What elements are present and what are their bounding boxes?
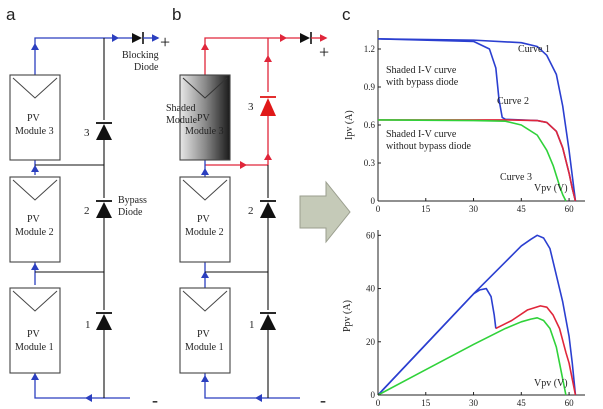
pv-xtick-label-1: 15 [421,398,431,408]
iv-xtick-label-2: 30 [469,204,479,214]
panel-a: a + Blockin [6,5,170,409]
panel-a-flow-arrows [31,34,119,402]
annotation-with-bypass-2: with bypass diode [386,77,459,88]
bypass-diode-3-number: 3 [84,127,90,139]
shaded-module-line2: Module 3 [185,126,224,137]
shaded-pv-module-3: PV Module 3 Shaded Module [166,74,231,161]
pv-xtick-label-3: 45 [517,398,527,408]
panel-b-red-arrows [201,34,287,169]
pv-xtick-label-2: 30 [469,398,479,408]
iv-ytick-label-0: 0 [371,196,376,206]
bypass-diode-2-number: 2 [84,205,90,217]
panel-a-plus: + [160,32,170,52]
panel-b: b [166,5,329,409]
pv-module-2-line2: Module 2 [15,227,54,238]
pv-module-1-line1: PV [27,329,41,340]
panel-b-module-1-line2: Module 1 [185,342,224,353]
panel-b-module-2-line1: PV [197,214,211,225]
shaded-module-line1: PV [197,113,211,124]
iv-series-group [377,38,577,202]
panel-c: c 0 15 30 45 60 0 0.3 0.6 0.9 1.2 Ipv (A) Vpv (V)… [342,5,585,408]
iv-series-line-4 [377,119,567,202]
panel-b-minus: - [320,390,326,409]
pv-ytick-label-2: 40 [366,284,376,294]
pv-ytick-label-0: 0 [371,390,376,400]
iv-curve-3-label: Curve 3 [500,172,532,183]
annotation-without-bypass-2: without bypass diode [386,141,472,152]
pv-series-line-2 [377,287,497,396]
iv-xtick-label-1: 15 [421,204,431,214]
iv-xtick-label-0: 0 [376,204,381,214]
panel-a-letter: a [6,5,16,24]
pv-series-line-4 [377,317,567,396]
panel-a-top-wire [34,37,132,75]
pv-ytick-label-3: 60 [366,230,376,240]
panel-c-letter: c [342,5,351,24]
bypass-diode-1-number: 1 [85,319,91,331]
pv-xtick-label-0: 0 [376,398,381,408]
panel-b-pv-module-2: PV Module 2 [179,176,231,263]
iv-curve-2-label: Curve 2 [497,96,529,107]
panel-b-diode-2-number: 2 [248,205,254,217]
panel-b-bypass-diode-2: 2 [248,198,276,218]
panel-a-minus: - [152,390,158,409]
shaded-label-1: Shaded [166,103,195,114]
panel-b-blue-arrows [201,168,262,402]
panel-b-module-1-line1: PV [197,329,211,340]
pv-module-3-line2: Module 3 [15,126,54,137]
panel-b-pv-module-1: PV Module 1 [179,287,231,374]
pv-ticks-group: 0 15 30 45 60 0 20 40 60 [366,230,574,408]
iv-ytick-label-1: 0.3 [364,158,376,168]
iv-series-line-1 [377,38,577,202]
annotation-with-bypass-1: Shaded I-V curve [386,65,457,76]
blocking-diode-label-1: Blocking [122,50,159,61]
bypass-diode-3: 3 [84,120,112,140]
pv-series-group [377,234,577,396]
pv-chart: 0 15 30 45 60 0 20 40 60 Ppv (A) Vpv (V) [342,230,585,408]
panel-b-top-wire [204,37,300,75]
annotation-without-bypass-1: Shaded I-V curve [386,129,457,140]
iv-chart: 0 15 30 45 60 0 0.3 0.6 0.9 1.2 Ipv (A) Vpv (V) C… [344,30,585,214]
iv-xtick-label-4: 60 [565,204,575,214]
panel-b-module-2-line2: Module 2 [185,227,224,238]
panel-a-blocking-diode: + Blocking Diode [122,32,170,73]
pv-module-3: PV Module 3 [9,74,61,161]
panel-b-bypass-diode-3-active: 3 [248,92,276,116]
pv-module-3-line1: PV [27,113,41,124]
panel-b-plus: + [319,42,329,62]
pv-module-1: PV Module 1 [9,287,61,374]
shaded-label-2: Module [166,115,198,126]
pv-xlabel: Vpv (V) [534,378,568,389]
pv-module-2-line1: PV [27,214,41,225]
bypass-diode-1: 1 [85,310,112,331]
bypass-diode-label-2: Diode [118,207,143,218]
bypass-diode-2: 2 Bypass Diode [84,195,147,218]
bypass-diode-label-1: Bypass [118,195,147,206]
pv-ytick-label-1: 20 [366,337,376,347]
pv-xtick-label-4: 60 [565,398,575,408]
iv-ticks-group: 0 15 30 45 60 0 0.3 0.6 0.9 1.2 [364,44,574,214]
iv-xlabel: Vpv (V) [534,183,568,194]
panel-b-blocking-diode: + [300,32,329,62]
pv-ylabel: Ppv (A) [342,300,353,332]
iv-xtick-label-3: 45 [517,204,527,214]
pv-module-1-line2: Module 1 [15,342,54,353]
iv-curve-1-label: Curve 1 [518,44,550,55]
blocking-diode-label-2: Diode [134,62,159,73]
panel-b-bypass-diode-1: 1 [249,310,276,331]
panel-b-letter: b [172,5,181,24]
iv-ytick-label-3: 0.9 [364,82,376,92]
panel-b-diode-3-number: 3 [248,101,254,113]
transition-arrow [299,180,351,244]
pv-series-line-1 [377,234,577,396]
panel-a-bottom-wire [34,373,130,399]
pv-module-2: PV Module 2 [9,176,61,263]
iv-ytick-label-4: 1.2 [364,44,375,54]
panel-b-diode-1-number: 1 [249,319,255,331]
iv-ytick-label-2: 0.6 [364,120,376,130]
iv-ylabel: Ipv (A) [344,110,355,140]
iv-series-line-3 [378,119,577,202]
pv-series-line-3 [495,305,577,396]
